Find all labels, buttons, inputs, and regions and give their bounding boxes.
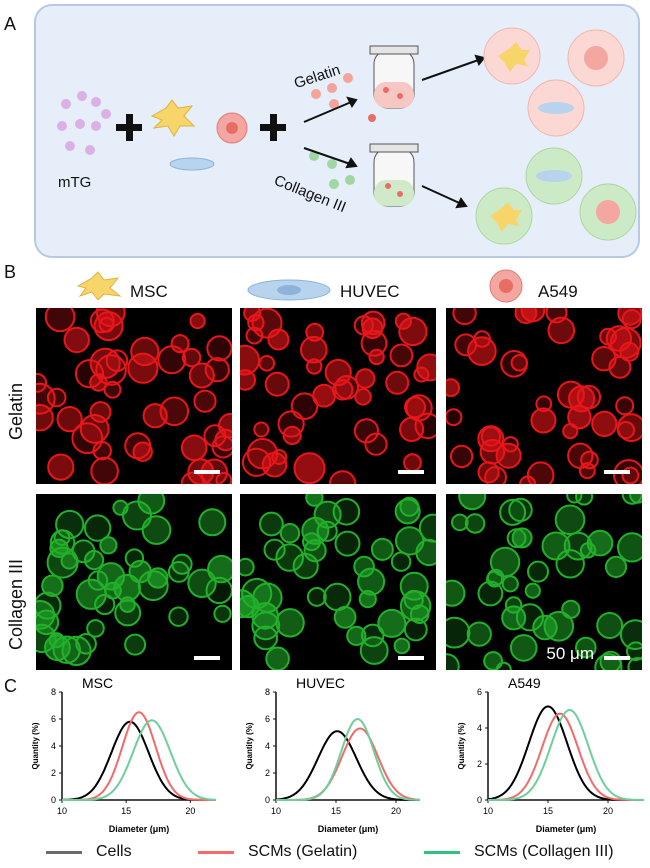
y-axis-label: Quantity (%) — [31, 722, 40, 769]
series-line-2 — [488, 708, 644, 801]
x-axis-label: Diameter (μm) — [109, 824, 170, 834]
chart-title: HUVEC — [296, 675, 345, 691]
x-tick-label: 15 — [331, 806, 341, 816]
huvec-header-icon — [247, 279, 331, 301]
gelatin-microspheres — [483, 27, 625, 137]
schematic-illustration — [57, 27, 637, 245]
x-tick-label: 10 — [271, 806, 281, 816]
y-tick-label: 4 — [477, 723, 482, 733]
gelatin-dots — [311, 73, 353, 109]
huvec-cell-icon — [169, 157, 215, 171]
plus-icon-1 — [116, 114, 142, 141]
panel-b-letter: B — [4, 262, 17, 282]
chart-a549: A549 0 2 4 6 10 15 20 Diameter (μm) Quantity (%) — [457, 675, 644, 834]
msc-cell-icon — [150, 99, 196, 137]
legend-cells: Cells — [46, 843, 132, 861]
y-tick-label: 2 — [51, 768, 56, 778]
x-axis-label: Diameter (μm) — [318, 824, 379, 834]
y-tick-label: 4 — [51, 741, 56, 751]
y-tick-label: 6 — [265, 714, 270, 724]
series-line-1 — [276, 727, 420, 801]
series-line-1 — [62, 711, 216, 801]
plus-icon-2 — [260, 114, 286, 141]
x-tick-label: 15 — [543, 806, 553, 816]
legend-scms-collagen: SCMs (Collagen III) — [424, 843, 614, 861]
micrograph-msc-gelatin — [36, 308, 232, 484]
row-label-collagen: Collagen III — [6, 558, 26, 650]
x-tick-label: 10 — [57, 806, 67, 816]
x-tick-label: 20 — [603, 806, 613, 816]
panel-a-letter: A — [4, 14, 17, 34]
msc-header-icon — [76, 271, 122, 300]
y-tick-label: 6 — [477, 687, 482, 697]
series-line-2 — [276, 717, 421, 801]
y-axis-label: Quantity (%) — [457, 722, 466, 769]
x-axis-label: Diameter (μm) — [536, 824, 597, 834]
scale-bar-label: 50 μm — [546, 644, 594, 663]
y-tick-label: 2 — [265, 768, 270, 778]
panel-c-letter: C — [4, 676, 17, 696]
msc-header: MSC — [130, 282, 168, 301]
micrograph-a549-gelatin — [446, 308, 642, 484]
collagen-dots — [309, 151, 355, 189]
tube-gelatin-icon — [369, 45, 419, 109]
micrograph-huvec-gelatin — [240, 308, 436, 484]
y-tick-label: 0 — [51, 795, 56, 805]
chart-title: A549 — [508, 675, 541, 691]
x-tick-label: 20 — [391, 806, 401, 816]
chart-msc: MSC 0 2 4 6 8 10 15 20 Diameter (μm) Quantity (%) — [31, 675, 217, 834]
y-tick-label: 8 — [51, 687, 56, 697]
series-line-1 — [488, 712, 644, 801]
y-tick-label: 8 — [265, 687, 270, 697]
y-tick-label: 2 — [477, 759, 482, 769]
collagen-microspheres — [475, 147, 637, 245]
micrograph-huvec-collagen — [240, 494, 436, 670]
y-axis-label: Quantity (%) — [245, 722, 254, 769]
x-tick-label: 20 — [185, 806, 195, 816]
y-tick-label: 0 — [477, 795, 482, 805]
micrograph-msc-collagen — [36, 494, 232, 670]
series-line-2 — [62, 719, 217, 801]
legend-swatch — [424, 850, 460, 854]
x-tick-label: 10 — [483, 806, 493, 816]
a549-header-icon — [489, 269, 523, 303]
chart-title: MSC — [82, 675, 113, 691]
mtg-label: mTG — [58, 174, 92, 191]
tube-collagen-icon — [369, 143, 419, 207]
x-tick-label: 15 — [121, 806, 131, 816]
mtg-dots — [57, 91, 111, 155]
chart-huvec: HUVEC 0 2 4 6 8 10 15 20 Diameter (μm) Quantity (%… — [245, 675, 421, 834]
y-tick-label: 4 — [265, 741, 270, 751]
series-line-0 — [62, 720, 216, 801]
y-tick-label: 0 — [265, 795, 270, 805]
huvec-header: HUVEC — [340, 282, 400, 301]
micrograph-a549-collagen: 50 μm — [446, 494, 642, 670]
legend-swatch — [46, 850, 82, 854]
y-tick-label: 6 — [51, 714, 56, 724]
row-label-gelatin: Gelatin — [6, 382, 26, 440]
legend-swatch — [198, 850, 234, 854]
legend-scms-gelatin: SCMs (Gelatin) — [198, 843, 357, 861]
series-line-0 — [487, 705, 644, 801]
a549-header: A549 — [538, 282, 578, 301]
